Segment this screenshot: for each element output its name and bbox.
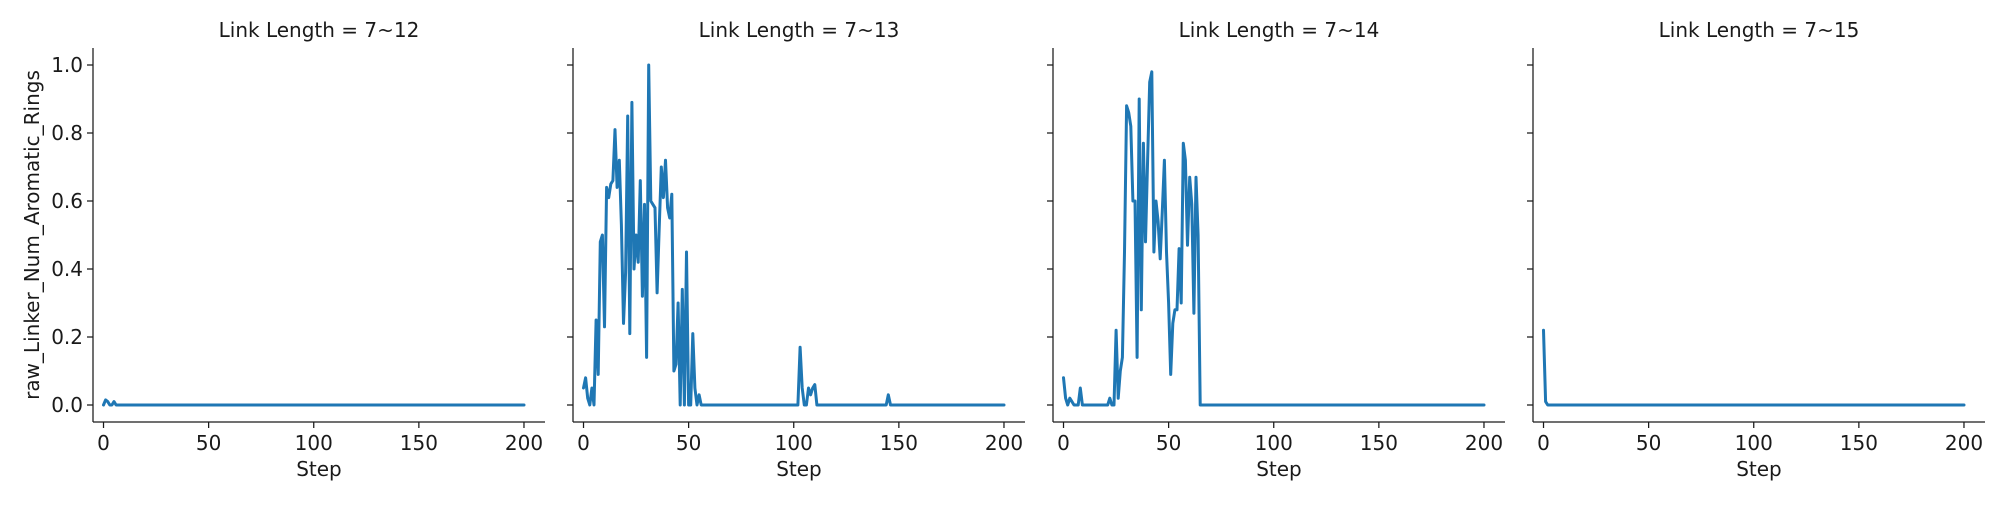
y-axis-label: raw_Linker_Num_Aromatic_Rings	[20, 70, 44, 400]
y-tick-label: 1.0	[51, 53, 83, 77]
chart-panel-1: Link Length = 7~12 0 50 100 150 200 0.0 0.2 0.4 0…	[20, 18, 545, 481]
x-tick-label: 200	[985, 431, 1023, 455]
x-tick-label: 50	[1636, 431, 1661, 455]
chart-panel-2: Link Length = 7~13 0 50 100 150 200 Step	[567, 18, 1025, 481]
series-line	[582, 63, 1006, 407]
x-tick-label: 150	[400, 431, 438, 455]
x-tick-label: 100	[775, 431, 813, 455]
y-tick-label: 0.2	[51, 325, 83, 349]
x-tick-label: 100	[1255, 431, 1293, 455]
series-line	[1062, 70, 1486, 407]
panel-title: Link Length = 7~15	[1659, 18, 1860, 42]
x-tick-label: 150	[1360, 431, 1398, 455]
chart-panel-4: Link Length = 7~15 0 50 100 150 200 Step	[1527, 18, 1985, 481]
series-line	[102, 398, 526, 407]
x-tick-label: 0	[97, 431, 110, 455]
x-tick-label: 50	[1156, 431, 1181, 455]
x-tick-label: 0	[1057, 431, 1070, 455]
x-tick-label: 150	[1840, 431, 1878, 455]
x-tick-label: 100	[1735, 431, 1773, 455]
x-axis-label: Step	[1256, 457, 1302, 481]
x-axis-label: Step	[296, 457, 342, 481]
x-tick-label: 150	[880, 431, 918, 455]
x-tick-label: 100	[295, 431, 333, 455]
x-tick-label: 200	[1465, 431, 1503, 455]
series-line	[1542, 328, 1966, 407]
x-tick-label: 0	[577, 431, 590, 455]
x-axis-label: Step	[1736, 457, 1782, 481]
x-tick-label: 200	[1945, 431, 1983, 455]
y-tick-label: 0.6	[51, 189, 83, 213]
x-tick-label: 200	[505, 431, 543, 455]
panel-title: Link Length = 7~12	[219, 18, 420, 42]
x-axis-label: Step	[776, 457, 822, 481]
y-tick-label: 0.4	[51, 257, 83, 281]
y-tick-label: 0.8	[51, 121, 83, 145]
x-tick-label: 50	[196, 431, 221, 455]
x-tick-label: 50	[676, 431, 701, 455]
panel-title: Link Length = 7~14	[1179, 18, 1380, 42]
chart-panel-3: Link Length = 7~14 0 50 100 150 200 Step	[1047, 18, 1505, 481]
y-tick-label: 0.0	[51, 393, 83, 417]
x-tick-label: 0	[1537, 431, 1550, 455]
panel-title: Link Length = 7~13	[699, 18, 900, 42]
